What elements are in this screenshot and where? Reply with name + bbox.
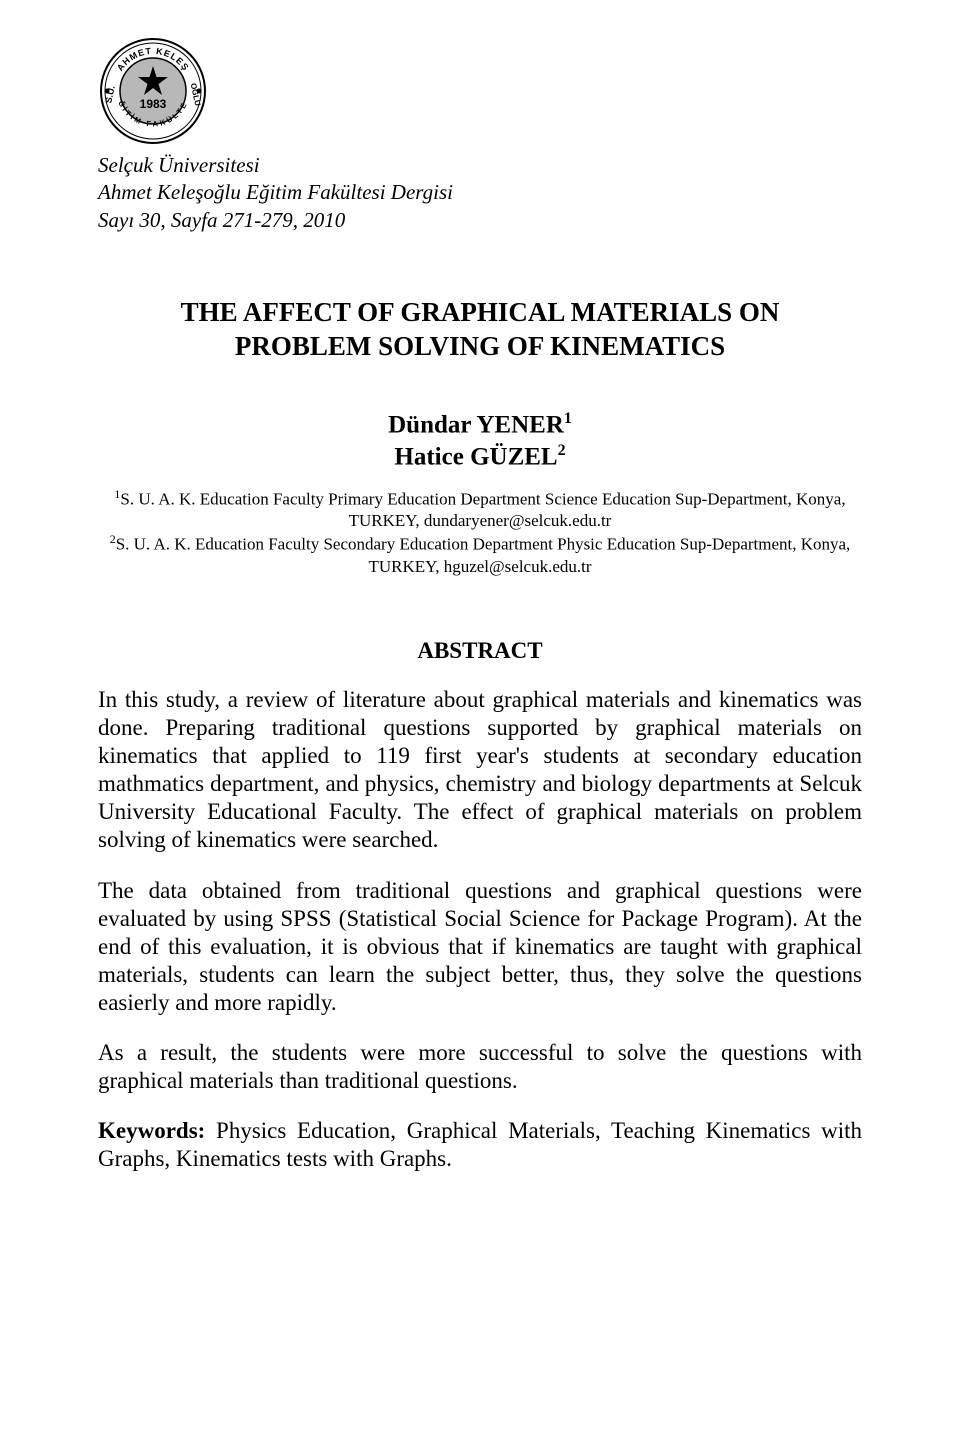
affil-2-text: S. U. A. K. Education Faculty Secondary … (116, 535, 851, 576)
svg-text:1983: 1983 (140, 97, 167, 111)
abstract-para-2: The data obtained from traditional quest… (98, 877, 862, 1017)
author-2: Hatice GÜZEL2 (98, 441, 862, 473)
author-1-name: Dündar YENER (388, 412, 564, 439)
journal-line-1: Selçuk Üniversitesi (98, 152, 862, 179)
authors-block: Dündar YENER1 Hatice GÜZEL2 (98, 409, 862, 472)
author-1-sup: 1 (564, 410, 572, 427)
keywords-text: Physics Education, Graphical Materials, … (98, 1118, 862, 1171)
logo-svg: AHMET KELEŞ S.Ü. OĞLU EĞİTİM FAKÜLTES 19… (98, 36, 208, 146)
paper-title: THE AFFECT OF GRAPHICAL MATERIALS ON PRO… (98, 296, 862, 364)
journal-line-2: Ahmet Keleşoğlu Eğitim Fakültesi Dergisi (98, 179, 862, 206)
author-2-name: Hatice GÜZEL (394, 443, 557, 470)
journal-info: Selçuk Üniversitesi Ahmet Keleşoğlu Eğit… (98, 152, 862, 234)
university-logo: AHMET KELEŞ S.Ü. OĞLU EĞİTİM FAKÜLTES 19… (98, 36, 208, 146)
affiliation-1: 1S. U. A. K. Education Faculty Primary E… (98, 487, 862, 533)
title-line-2: PROBLEM SOLVING OF KINEMATICS (98, 330, 862, 364)
affiliation-2: 2S. U. A. K. Education Faculty Secondary… (98, 532, 862, 578)
keywords-label: Keywords: (98, 1118, 205, 1143)
author-2-sup: 2 (558, 442, 566, 459)
abstract-heading: ABSTRACT (98, 638, 862, 664)
author-1: Dündar YENER1 (98, 409, 862, 441)
title-line-1: THE AFFECT OF GRAPHICAL MATERIALS ON (98, 296, 862, 330)
journal-line-3: Sayı 30, Sayfa 271-279, 2010 (98, 207, 862, 234)
abstract-para-3: As a result, the students were more succ… (98, 1039, 862, 1095)
keywords-block: Keywords: Physics Education, Graphical M… (98, 1117, 862, 1173)
abstract-para-1: In this study, a review of literature ab… (98, 686, 862, 854)
affiliations-block: 1S. U. A. K. Education Faculty Primary E… (98, 487, 862, 579)
affil-1-text: S. U. A. K. Education Faculty Primary Ed… (120, 489, 845, 530)
